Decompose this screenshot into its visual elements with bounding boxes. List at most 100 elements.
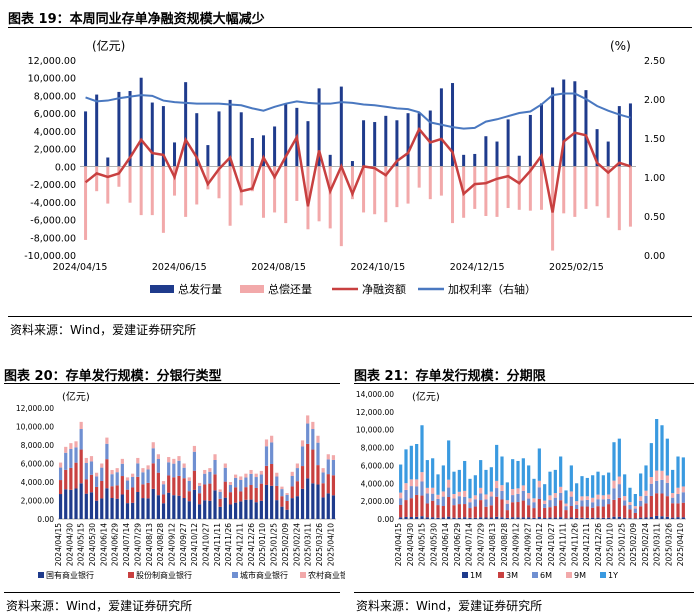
fig21-bar-segment xyxy=(473,495,477,500)
fig21-bar-segment xyxy=(452,517,456,519)
fig21-bar-segment xyxy=(623,474,627,497)
fig21-bar-segment xyxy=(649,516,653,519)
fig19-y2tick: 0.00 xyxy=(644,251,665,262)
fig21-bar-segment xyxy=(559,517,563,519)
fig21-bar-segment xyxy=(473,506,477,518)
fig21-bar-segment xyxy=(601,499,605,507)
fig21-bar-segment xyxy=(575,504,579,509)
fig21-bar-segment xyxy=(644,490,648,496)
fig19-issue-bar xyxy=(161,106,165,167)
fig21-xtick: 2024/04/30 xyxy=(406,523,415,566)
fig21-bar-segment xyxy=(511,517,515,519)
fig20-xtick: 2024/04/15 xyxy=(54,523,63,566)
fig19-repay-bar xyxy=(373,166,377,215)
fig19-unit-left: (亿元) xyxy=(92,38,125,53)
fig20-bar-segment xyxy=(151,463,155,489)
fig21-bar-segment xyxy=(543,503,547,508)
fig20-bar-segment xyxy=(177,456,181,461)
fig19-issue-bar xyxy=(150,102,154,167)
fig20-bar-segment xyxy=(69,489,73,519)
fig20-bar-segment xyxy=(300,446,305,467)
fig20-bar-segment xyxy=(331,459,336,476)
fig20-bar-segment xyxy=(177,495,181,519)
fig20-bar-segment xyxy=(300,440,305,447)
fig21-bar-segment xyxy=(521,500,525,518)
fig20-xtick: 2024/04/30 xyxy=(65,523,74,566)
fig19-y2tick: 2.00 xyxy=(644,95,665,106)
fig20-bar-segment xyxy=(84,463,88,480)
fig21-bar-segment xyxy=(639,500,643,507)
fig20-bar-segment xyxy=(285,493,289,495)
fig20-bar-segment xyxy=(125,489,130,504)
fig20-bar-segment xyxy=(172,495,176,519)
fig20-bar-segment xyxy=(187,491,191,502)
fig21-xtick: 2024/12/11 xyxy=(582,523,591,566)
fig21-title: 图表 21：存单发行规模：分期限 xyxy=(354,369,546,384)
fig19-chart: (亿元) (%) -10,000.00 -8,000.00 -6,000.00 -4,00… xyxy=(24,38,665,296)
fig20-legend-swatch xyxy=(38,572,44,578)
fig20-ytick: 6,000.00 xyxy=(21,460,55,469)
fig19-repay-bar xyxy=(106,166,110,204)
fig21-bar-segment xyxy=(660,425,664,471)
fig21-bar-segment xyxy=(607,472,611,495)
fig21-bar-segment xyxy=(436,517,440,519)
fig19-y2tick: 0.50 xyxy=(644,212,665,223)
fig19-issue-bar xyxy=(117,91,121,167)
fig21-bar-segment xyxy=(585,499,589,507)
fig19-repay-bar xyxy=(584,166,588,209)
fig21-xtick: 2025/01/25 xyxy=(617,523,626,566)
fig20-bar-segment xyxy=(89,492,94,519)
fig21-bar-segment xyxy=(633,518,637,519)
fig20-bar-segment xyxy=(234,487,238,503)
fig20-bar-segment xyxy=(249,469,253,474)
fig19-xtick: 2024/12/15 xyxy=(450,262,505,273)
fig20-bar-segment xyxy=(321,472,325,484)
fig21-bar-segment xyxy=(500,517,504,519)
fig20-bar-segment xyxy=(264,439,269,447)
fig19-issue-bar xyxy=(617,106,621,167)
fig20-bar-segment xyxy=(285,509,289,519)
fig19-repay-bar xyxy=(451,166,455,224)
fig21-bar-segment xyxy=(676,517,680,519)
fig19-repay-bar xyxy=(139,166,143,216)
fig20-bar-segment xyxy=(228,482,233,485)
fig19-ytick: -4,000.00 xyxy=(30,198,76,209)
fig21-bar-segment xyxy=(473,475,477,496)
fig21-bar-segment xyxy=(484,494,488,500)
fig21-bar-segment xyxy=(404,489,408,501)
fig20-bar-segment xyxy=(316,442,320,466)
fig21-bar-segment xyxy=(479,493,483,501)
fig19-xtick: 2024/04/15 xyxy=(53,262,108,273)
fig19-repay-bar xyxy=(128,166,132,203)
fig21-bar-segment xyxy=(564,506,568,511)
fig21-bar-segment xyxy=(447,497,451,517)
fig20-bar-segment xyxy=(110,486,114,499)
fig21-bar-segment xyxy=(404,516,408,519)
fig20-bar-segment xyxy=(100,463,104,468)
fig21-bar-segment xyxy=(409,498,413,517)
fig20-bar-segment xyxy=(64,446,68,453)
fig19-repay-bar xyxy=(539,166,543,210)
fig19-source-rule xyxy=(8,316,692,317)
fig21-bar-segment xyxy=(447,516,451,519)
fig21-bar-segment xyxy=(596,471,600,495)
fig19-repay-bar xyxy=(206,166,210,190)
fig20-bar-segment xyxy=(177,460,181,476)
fig21-bar-segment xyxy=(425,460,429,488)
fig20-bar-segment xyxy=(125,503,130,519)
fig21-bar-segment xyxy=(415,479,419,487)
fig21-bar-segment xyxy=(559,456,563,487)
fig20-xtick: 2024/07/14 xyxy=(122,523,131,566)
fig20-xtick: 2025/04/10 xyxy=(326,523,335,566)
fig21-bar-segment xyxy=(649,443,653,477)
fig20-bar-segment xyxy=(110,498,114,519)
fig21-bar-segment xyxy=(537,448,541,481)
fig21-bar-segment xyxy=(623,517,627,519)
fig21-bar-segment xyxy=(436,498,440,506)
fig20-bar-segment xyxy=(290,498,294,519)
fig20-bar-segment xyxy=(89,456,94,462)
fig20-bar-segment xyxy=(141,468,145,473)
fig21-bar-segment xyxy=(516,488,520,494)
fig19-issue-bar xyxy=(173,142,177,167)
fig20-bar-segment xyxy=(331,475,336,496)
